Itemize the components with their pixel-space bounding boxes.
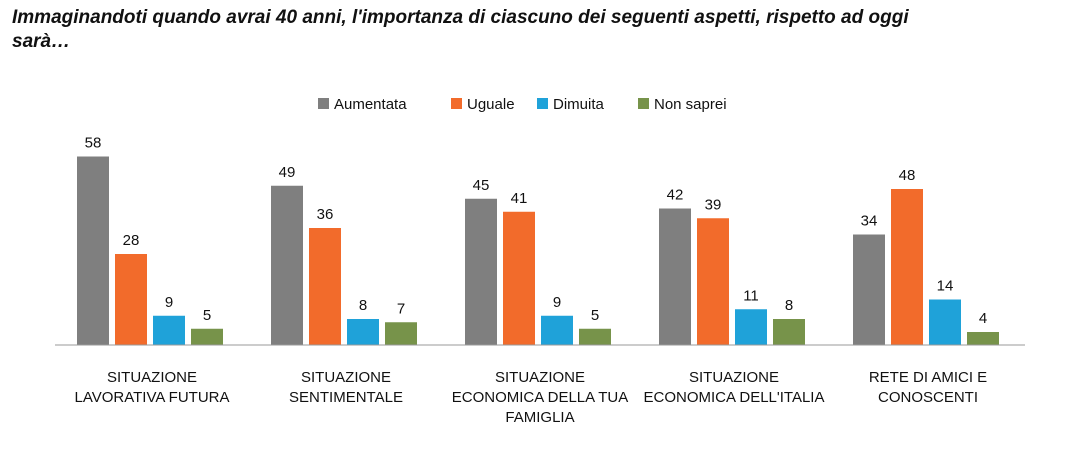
category-label-line: FAMIGLIA bbox=[505, 409, 574, 426]
bar-uguale-3 bbox=[503, 211, 535, 345]
data-label-aumentata-2: 49 bbox=[279, 164, 296, 181]
bar-groups: 58 28 9 5 49 36 8 7 45 41 9 5 42 39 11 8 34 48 14 4 bbox=[77, 135, 999, 345]
data-label-non-saprei-4: 8 bbox=[785, 297, 793, 314]
category-label-line: SITUAZIONE bbox=[301, 369, 391, 386]
category-label-1: SITUAZIONE LAVORATIVA FUTURA bbox=[74, 369, 229, 406]
bar-dimuita-1 bbox=[153, 315, 185, 345]
bar-dimuita-4 bbox=[735, 309, 767, 345]
category-label-line: ECONOMICA DELLA TUA bbox=[452, 389, 628, 406]
legend-label-aumentata: Aumentata bbox=[334, 96, 407, 113]
data-label-non-saprei-5: 4 bbox=[979, 310, 987, 327]
data-label-aumentata-1: 58 bbox=[85, 135, 102, 152]
bar-uguale-1 bbox=[115, 254, 147, 345]
data-label-non-saprei-2: 7 bbox=[397, 300, 405, 317]
legend-label-dimuita: Dimuita bbox=[553, 96, 605, 113]
data-label-uguale-3: 41 bbox=[511, 190, 528, 207]
x-axis-labels: SITUAZIONE LAVORATIVA FUTURA SITUAZIONE SEN… bbox=[74, 369, 987, 426]
bar-dimuita-3 bbox=[541, 315, 573, 345]
bar-non-saprei-1 bbox=[191, 328, 223, 345]
data-label-dimuita-5: 14 bbox=[937, 278, 954, 295]
legend-swatch-aumentata bbox=[318, 98, 329, 109]
category-label-line: LAVORATIVA FUTURA bbox=[74, 389, 229, 406]
category-label-line: SITUAZIONE bbox=[495, 369, 585, 386]
bar-non-saprei-4 bbox=[773, 319, 805, 345]
bar-aumentata-2 bbox=[271, 185, 303, 345]
bar-dimuita-5 bbox=[929, 299, 961, 345]
legend-swatch-dimuita bbox=[537, 98, 548, 109]
data-label-uguale-4: 39 bbox=[705, 196, 722, 213]
category-label-2: SITUAZIONE SENTIMENTALE bbox=[289, 369, 403, 406]
data-label-uguale-2: 36 bbox=[317, 206, 334, 223]
data-label-non-saprei-3: 5 bbox=[591, 307, 599, 324]
category-label-line: SITUAZIONE bbox=[107, 369, 197, 386]
data-label-aumentata-5: 34 bbox=[861, 213, 878, 230]
category-label-line: CONOSCENTI bbox=[878, 389, 978, 406]
category-label-line: SENTIMENTALE bbox=[289, 389, 403, 406]
bar-uguale-4 bbox=[697, 218, 729, 345]
chart-legend: Aumentata Uguale Dimuita Non saprei bbox=[318, 96, 727, 113]
data-label-non-saprei-1: 5 bbox=[203, 307, 211, 324]
legend-label-uguale: Uguale bbox=[467, 96, 515, 113]
category-label-line: ECONOMICA DELL'ITALIA bbox=[644, 389, 825, 406]
bar-aumentata-5 bbox=[853, 234, 885, 345]
bar-non-saprei-2 bbox=[385, 322, 417, 345]
bar-aumentata-3 bbox=[465, 198, 497, 345]
bar-aumentata-1 bbox=[77, 156, 109, 345]
bar-non-saprei-5 bbox=[967, 332, 999, 345]
data-label-uguale-1: 28 bbox=[123, 232, 140, 249]
data-label-dimuita-2: 8 bbox=[359, 297, 367, 314]
bar-dimuita-2 bbox=[347, 319, 379, 345]
category-label-5: RETE DI AMICI E CONOSCENTI bbox=[869, 369, 987, 406]
bar-non-saprei-3 bbox=[579, 328, 611, 345]
category-label-line: RETE DI AMICI E bbox=[869, 369, 987, 386]
data-label-uguale-5: 48 bbox=[899, 167, 916, 184]
category-label-3: SITUAZIONE ECONOMICA DELLA TUA FAMIGLIA bbox=[452, 369, 628, 426]
data-label-dimuita-4: 11 bbox=[743, 287, 759, 304]
bar-uguale-2 bbox=[309, 228, 341, 345]
data-label-dimuita-1: 9 bbox=[165, 294, 173, 311]
legend-label-non-saprei: Non saprei bbox=[654, 96, 727, 113]
data-label-aumentata-4: 42 bbox=[667, 187, 684, 204]
chart-title: Immaginandoti quando avrai 40 anni, l'im… bbox=[12, 7, 909, 52]
bar-aumentata-4 bbox=[659, 208, 691, 345]
category-label-4: SITUAZIONE ECONOMICA DELL'ITALIA bbox=[644, 369, 825, 406]
data-label-dimuita-3: 9 bbox=[553, 294, 561, 311]
legend-swatch-non-saprei bbox=[638, 98, 649, 109]
legend-swatch-uguale bbox=[451, 98, 462, 109]
bar-uguale-5 bbox=[891, 189, 923, 345]
data-label-aumentata-3: 45 bbox=[473, 177, 490, 194]
category-label-line: SITUAZIONE bbox=[689, 369, 779, 386]
